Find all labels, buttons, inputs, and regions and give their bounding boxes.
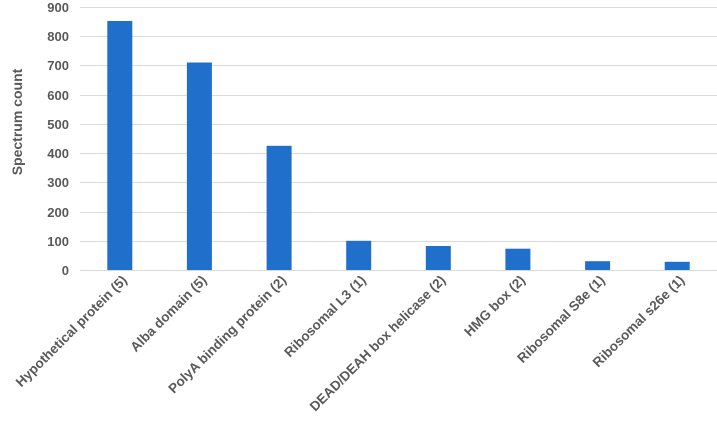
x-tick-label: DEAD/DEAH box helicase (2) — [307, 273, 449, 415]
y-tick-label: 300 — [47, 175, 69, 190]
y-axis-ticks: 0 100 200 300 400 500 600 700 800 900 — [47, 0, 69, 278]
x-tick-label: Alba domain (5) — [127, 273, 209, 355]
y-tick-label: 400 — [47, 146, 69, 161]
bar — [585, 261, 611, 270]
y-tick-label: 700 — [47, 58, 69, 73]
y-tick-label: 500 — [47, 117, 69, 132]
y-tick-label: 0 — [62, 263, 69, 278]
bar — [505, 248, 531, 270]
y-axis-title: Spectrum count — [9, 68, 25, 175]
y-tick-label: 100 — [47, 234, 69, 249]
x-tick-label: HMG box (2) — [461, 273, 528, 340]
x-tick-label: Hypothetical protein (5) — [13, 273, 130, 390]
y-tick-label: 800 — [47, 29, 69, 44]
y-tick-label: 600 — [47, 88, 69, 103]
bar — [266, 145, 292, 270]
x-axis-labels: Hypothetical protein (5)Alba domain (5)P… — [13, 273, 688, 415]
gridlines — [80, 7, 717, 271]
bar — [107, 21, 133, 270]
bars — [107, 21, 690, 270]
bar — [346, 240, 372, 270]
x-tick-label: Ribosomal s26e (1) — [590, 273, 688, 371]
y-tick-label: 200 — [47, 205, 69, 220]
bar — [186, 62, 212, 270]
y-tick-label: 900 — [47, 0, 69, 15]
bar — [425, 246, 451, 270]
bar — [664, 261, 690, 270]
x-tick-label: Ribosomal L3 (1) — [281, 273, 369, 361]
x-tick-label: Ribosomal S8e (1) — [514, 273, 607, 366]
